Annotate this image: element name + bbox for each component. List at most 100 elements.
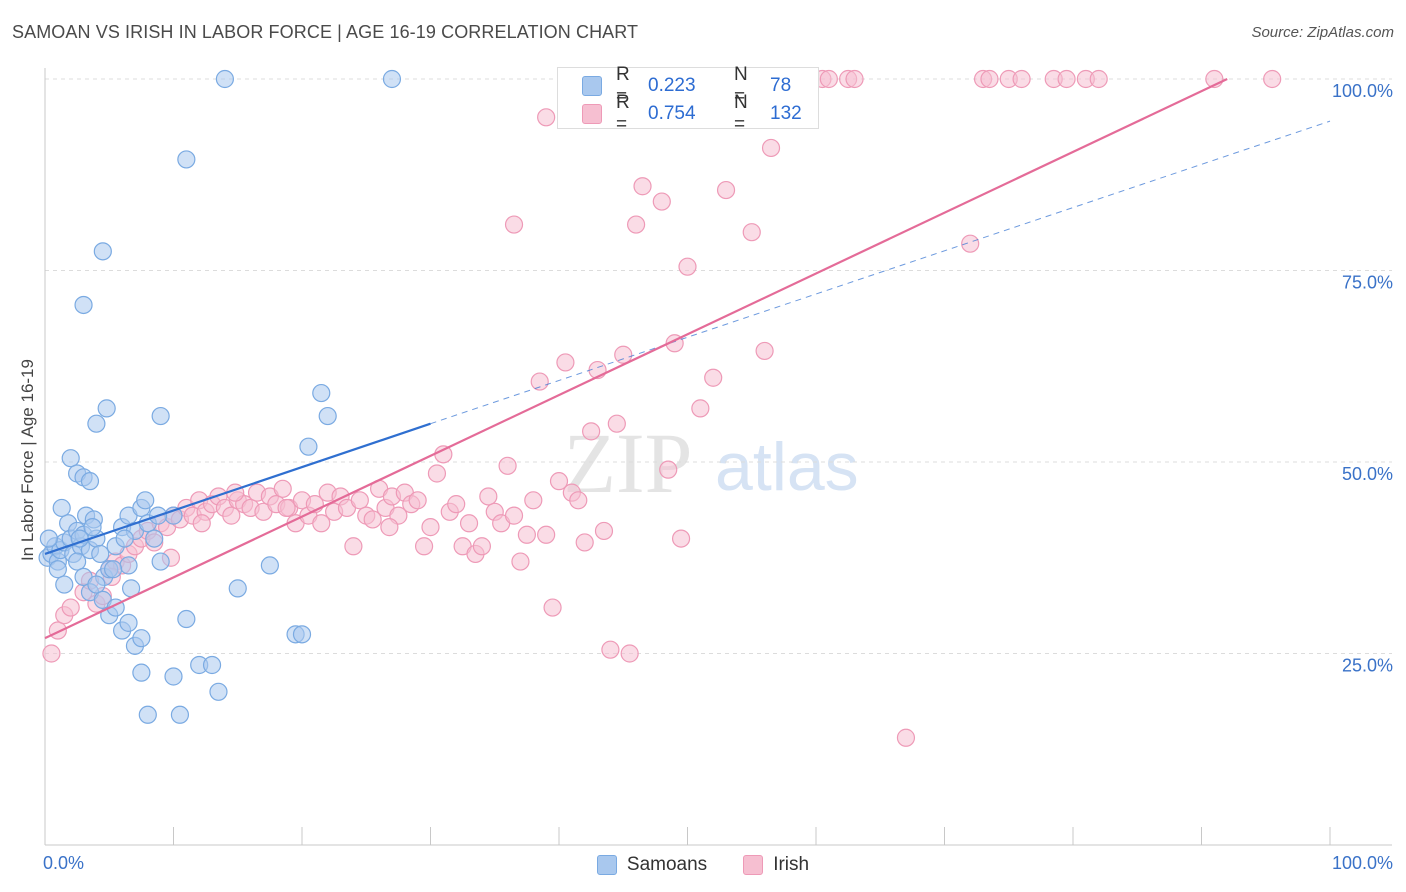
irish-point bbox=[530, 372, 549, 391]
samoan-points bbox=[38, 69, 402, 724]
legend-samoans-swatch bbox=[596, 855, 617, 875]
irish-point bbox=[537, 525, 556, 544]
samoan-point bbox=[312, 383, 331, 403]
irish-point bbox=[479, 487, 498, 506]
irish-point bbox=[614, 345, 633, 364]
samoan-point bbox=[151, 406, 170, 426]
samoan-point bbox=[68, 552, 87, 571]
samoan-point bbox=[209, 682, 228, 701]
chart-title: SAMOAN VS IRISH IN LABOR FORCE | AGE 16-… bbox=[12, 22, 639, 42]
samoans-n-value: 78 bbox=[770, 75, 792, 96]
irish-point bbox=[543, 598, 562, 617]
irish-point bbox=[601, 640, 620, 659]
irish-point bbox=[896, 728, 916, 747]
samoan-point bbox=[80, 472, 100, 491]
y-axis-label: In Labor Force | Age 16-19 bbox=[18, 359, 37, 561]
irish-point bbox=[716, 180, 736, 200]
samoan-point bbox=[74, 295, 93, 315]
stats-legend: R = 0.223 N = 78 R = 0.754 N = 132 bbox=[557, 64, 819, 135]
irish-point bbox=[447, 495, 466, 514]
samoan-point bbox=[292, 625, 312, 644]
irish-point bbox=[620, 644, 639, 663]
samoan-point bbox=[97, 399, 116, 418]
samoan-point bbox=[83, 518, 102, 537]
irish-point bbox=[344, 537, 363, 556]
samoan-point bbox=[115, 529, 134, 548]
samoan-point bbox=[91, 544, 110, 564]
legend-item-irish[interactable]: Irish bbox=[743, 854, 809, 876]
irish-point bbox=[659, 460, 678, 479]
irish-point bbox=[363, 510, 382, 529]
axes bbox=[44, 68, 1392, 846]
irish-point bbox=[556, 353, 575, 372]
irish-point bbox=[504, 215, 524, 234]
irish-point bbox=[48, 621, 67, 640]
irish-points bbox=[42, 69, 1282, 747]
irish-point bbox=[594, 521, 614, 541]
legend-item-samoans[interactable]: Samoans bbox=[596, 854, 707, 876]
series-legend: Samoans Irish bbox=[0, 853, 1406, 877]
irish-point bbox=[742, 223, 761, 242]
samoans-swatch bbox=[582, 76, 602, 96]
x-tick-label: 100.0% bbox=[1332, 853, 1393, 873]
irish-point bbox=[222, 506, 241, 525]
y-tick-label: 25.0% bbox=[1342, 656, 1393, 676]
samoan-point bbox=[87, 575, 106, 594]
irish-point bbox=[434, 445, 453, 464]
samoan-point bbox=[260, 556, 279, 575]
irish-point bbox=[961, 234, 980, 253]
samoan-point bbox=[215, 69, 234, 89]
samoan-point bbox=[87, 414, 106, 433]
gridlines bbox=[45, 78, 1392, 654]
irish-point bbox=[1263, 69, 1282, 89]
irish-point bbox=[414, 537, 434, 556]
samoan-point bbox=[136, 491, 155, 510]
irish-point bbox=[691, 399, 710, 418]
samoan-point bbox=[202, 655, 222, 675]
irish-point bbox=[1057, 69, 1076, 89]
stats-row-irish: R = 0.754 N = 132 bbox=[558, 92, 802, 135]
samoan-point bbox=[104, 560, 123, 579]
samoan-point bbox=[132, 663, 151, 682]
y-tick-label: 75.0% bbox=[1342, 273, 1393, 293]
samoan-point bbox=[52, 498, 71, 518]
tick-labels: 25.0% 50.0% 75.0% 100.0% 0.0% 100.0% bbox=[43, 81, 1393, 873]
irish-point bbox=[42, 644, 61, 663]
irish-point bbox=[408, 491, 427, 510]
samoan-point bbox=[48, 560, 67, 579]
irish-point bbox=[980, 69, 999, 89]
irish-point bbox=[511, 552, 530, 571]
irish-point bbox=[427, 464, 447, 483]
irish-point bbox=[755, 341, 774, 361]
samoan-point bbox=[299, 437, 318, 456]
samoans-trend-line bbox=[44, 422, 431, 555]
samoans-trend-extension bbox=[430, 120, 1331, 425]
irish-point bbox=[421, 518, 440, 537]
samoan-point bbox=[93, 242, 112, 261]
irish-point bbox=[678, 257, 697, 276]
watermark: ZIP atlas bbox=[564, 415, 859, 511]
irish-n-value: 132 bbox=[770, 103, 802, 124]
samoan-point bbox=[151, 552, 170, 571]
legend-irish-swatch bbox=[743, 855, 764, 875]
y-tick-label: 100.0% bbox=[1332, 81, 1393, 101]
irish-point bbox=[277, 498, 296, 518]
irish-point bbox=[61, 598, 80, 617]
irish-point bbox=[380, 518, 399, 537]
irish-point bbox=[537, 108, 556, 127]
samoan-point bbox=[170, 705, 190, 724]
samoan-point bbox=[382, 69, 402, 89]
irish-point bbox=[761, 138, 781, 158]
samoan-point bbox=[61, 449, 80, 468]
y-tick-label: 50.0% bbox=[1342, 464, 1393, 484]
legend-irish-label: Irish bbox=[773, 854, 810, 875]
samoan-point bbox=[39, 529, 58, 548]
irish-point bbox=[517, 525, 536, 544]
samoans-n-label: N = bbox=[734, 64, 748, 107]
irish-point bbox=[498, 456, 517, 475]
irish-n-label: N = bbox=[734, 92, 748, 135]
samoan-point bbox=[228, 579, 247, 598]
irish-point bbox=[845, 69, 864, 89]
source-credit: Source: ZipAtlas.com bbox=[1251, 24, 1394, 41]
irish-point bbox=[607, 414, 626, 433]
